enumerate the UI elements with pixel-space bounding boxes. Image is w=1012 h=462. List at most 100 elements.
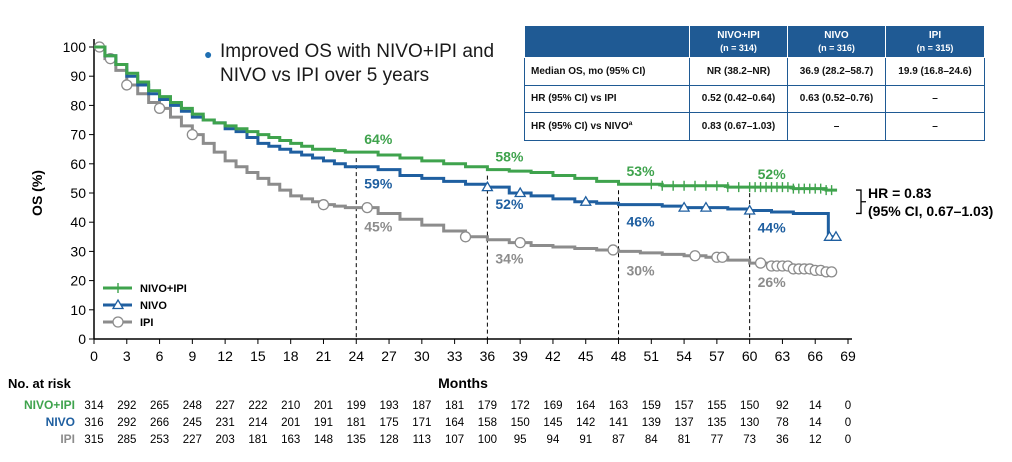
x-tick-label: 6 [156,348,164,364]
median-os-table: NIVO+IPI (n = 314) NIVO (n = 316) IPI (n = … [524,25,985,141]
censor-mark [112,316,124,328]
x-tick-label: 57 [709,348,725,364]
censor-mark [829,230,843,241]
y-tick-label: 0 [78,331,86,347]
censor-mark [514,186,527,198]
at-risk-value: 169 [543,400,562,412]
at-risk-value: 14 [809,417,822,429]
x-tick-label: 69 [840,348,856,364]
censor-mark [816,183,825,194]
at-risk-row-label: NIVO [46,415,75,429]
row-label: HR (95% CI) vs IPI [524,84,690,114]
at-risk-value: 150 [740,400,759,412]
y-tick-label: 60 [70,156,86,172]
at-risk-value: 292 [117,417,136,429]
at-risk-value: 0 [845,417,851,429]
censor-mark [783,182,792,193]
censor-mark [691,180,700,191]
landmark-label: 53% [627,163,656,179]
at-risk-value: 227 [183,434,202,446]
censor-mark [689,250,701,262]
at-risk-value: 179 [478,400,497,412]
censor-mark [743,204,756,215]
at-risk-row: NIVO 316 292 266 245 231 214 201 191 181 175 171 164… [46,415,852,429]
at-risk-value: 292 [117,400,136,412]
at-risk-value: 181 [248,434,267,446]
table-header-row: NIVO+IPI (n = 314) NIVO (n = 316) IPI (n = … [524,25,985,58]
landmark-label: 52% [495,196,524,212]
y-axis-title: OS (%) [29,170,45,216]
censor-mark [677,201,691,212]
at-risk-value: 210 [281,400,300,412]
at-risk-value: 137 [674,417,693,429]
landmark-label: 26% [758,274,787,290]
at-risk-value: 214 [248,417,268,429]
at-risk-value: 172 [511,400,530,412]
x-tick-label: 24 [348,348,364,364]
at-risk-value: 139 [642,417,661,429]
x-tick-label: 3 [123,348,131,364]
x-axis-title: Months [438,375,488,391]
y-tick-label: 30 [70,243,86,259]
legend-label: NIVO+IPI [140,283,187,295]
at-risk-value: 248 [183,400,202,412]
at-risk-value: 285 [117,434,136,446]
censor-mark [699,201,713,212]
at-risk-value: 148 [314,434,333,446]
at-risk-value: 135 [707,417,726,429]
censor-mark [716,251,728,263]
x-tick-label: 33 [447,348,463,364]
at-risk-row: NIVO+IPI 314 292 265 248 227 222 210 201 199 193 18… [24,398,851,412]
at-risk-value: 201 [281,417,300,429]
x-tick-label: 45 [578,348,594,364]
table-row: HR (95% CI) vs NIVOª 0.83 (0.67–1.03) – … [524,112,985,141]
at-risk-value: 145 [543,417,562,429]
at-risk-value: 141 [609,417,628,429]
censor-mark [481,180,494,192]
bullet-note: ● Improved OS with NIVO+IPI and NIVO vs … [204,40,516,88]
at-risk-value: 175 [379,417,398,429]
at-risk-value: 163 [281,434,300,446]
landmark-label: 34% [495,251,524,267]
at-risk-value: 227 [216,400,235,412]
at-risk-value: 36 [776,434,789,446]
table-header-nivo: NIVO (n = 316) [787,25,886,58]
censor-mark [701,180,710,191]
censor-mark [459,231,472,243]
x-tick-label: 60 [742,348,758,364]
at-risk-value: 14 [809,400,822,412]
table-cell: 19.9 (16.8–24.6) [885,57,985,86]
censor-mark [361,201,373,214]
x-tick-label: 63 [775,348,791,364]
x-tick-label: 27 [381,348,397,364]
table-row: HR (95% CI) vs IPI 0.52 (0.42–0.64) 0.63… [524,84,985,114]
legend: NIVO+IPI NIVO IPI [103,283,187,329]
x-tick-label: 66 [807,348,823,364]
censor-mark [680,180,689,191]
table-cell: 0.52 (0.42–0.64) [689,84,788,114]
at-risk-value: 135 [347,434,366,446]
landmark-label: 64% [364,131,393,147]
bullet-text: Improved OS with NIVO+IPI and NIVO vs IP… [220,41,495,86]
at-risk-value: 315 [84,434,103,446]
landmark-label: 59% [364,176,393,192]
at-risk-value: 130 [740,417,759,429]
y-tick-label: 90 [70,68,86,84]
at-risk-value: 92 [776,400,789,412]
at-risk-row-label: IPI [60,432,75,446]
x-tick-label: 0 [90,348,98,364]
at-risk-value: 253 [150,434,169,446]
at-risk-value: 81 [678,434,691,446]
at-risk-value: 12 [809,434,822,446]
x-tick-label: 48 [611,348,627,364]
censor-mark [712,180,721,191]
y-tick-label: 10 [70,302,86,318]
at-risk-value: 150 [511,417,530,429]
at-risk-value: 128 [379,434,398,446]
at-risk-value: 87 [612,434,625,446]
x-tick-label: 51 [644,348,660,364]
x-tick-label: 9 [188,348,196,364]
at-risk-value: 231 [216,417,235,429]
x-tick-label: 39 [512,348,528,364]
table-cell: 0.63 (0.52–0.76) [787,84,886,114]
